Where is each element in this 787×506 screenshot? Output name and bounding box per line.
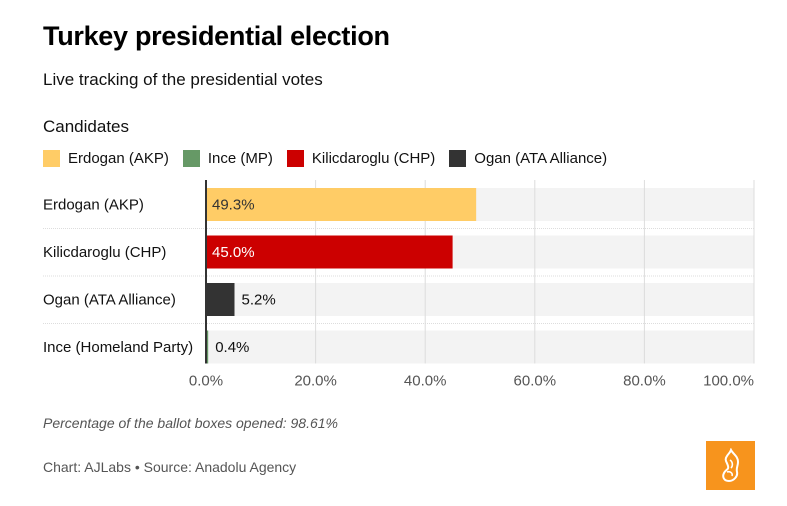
legend-swatch [286, 150, 304, 167]
bar-track [206, 283, 754, 316]
legend-label: Ogan (ATA Alliance) [474, 150, 608, 167]
legend-label: Erdogan (AKP) [68, 150, 169, 167]
category-label: Erdogan (AKP) [43, 197, 144, 214]
legend-title: Candidates [43, 117, 130, 136]
category-label: Ince (Homeland Party) [43, 339, 193, 356]
value-label: 5.2% [241, 292, 275, 309]
legend-swatch [449, 150, 467, 167]
bar[interactable] [206, 235, 453, 269]
legend: Erdogan (AKP) Ince (MP) Kilicdaroglu (CH… [43, 150, 621, 167]
ballot-note: Percentage of the ballot boxes opened: 9… [43, 415, 338, 431]
bar-chart: Erdogan (AKP) 49.3% Kilicdaroglu (CHP) 45.0… [43, 180, 755, 390]
bar[interactable] [206, 283, 235, 316]
legend-item-erdogan[interactable]: Erdogan (AKP) [43, 150, 169, 167]
value-label: 0.4% [215, 339, 249, 356]
logo-glyph [721, 447, 739, 482]
x-tick-label: 100.0% [703, 373, 754, 390]
x-tick-label: 60.0% [514, 373, 557, 390]
x-tick-label: 40.0% [404, 373, 447, 390]
x-axis: 0.0% 20.0% 40.0% 60.0% 80.0% 100.0% [189, 180, 754, 390]
gridlines [43, 180, 755, 364]
legend-label: Kilicdaroglu (CHP) [311, 150, 436, 167]
bar-track [206, 330, 754, 364]
legend-swatch [182, 150, 200, 167]
category-label: Ogan (ATA Alliance) [43, 292, 176, 309]
x-tick-label: 80.0% [623, 373, 666, 390]
category-label: Kilicdaroglu (CHP) [43, 244, 166, 261]
chart-title: Turkey presidential election [43, 21, 390, 51]
legend-item-ogan[interactable]: Ogan (ATA Alliance) [449, 150, 607, 167]
x-tick-label: 0.0% [189, 373, 223, 390]
legend-item-kilicdaroglu[interactable]: Kilicdaroglu (CHP) [286, 150, 436, 167]
value-label: 49.3% [212, 197, 255, 214]
legend-swatch [43, 150, 60, 167]
bars: Erdogan (AKP) 49.3% Kilicdaroglu (CHP) 45.0… [43, 188, 477, 364]
legend-item-ince[interactable]: Ince (MP) [182, 150, 273, 167]
value-label: 45.0% [212, 244, 255, 261]
bar[interactable] [206, 188, 477, 221]
x-tick-label: 20.0% [294, 373, 337, 390]
source-credit: Chart: AJLabs • Source: Anadolu Agency [43, 459, 297, 475]
bar[interactable] [206, 330, 209, 364]
chart-subtitle: Live tracking of the presidential votes [43, 70, 323, 89]
al-jazeera-logo-icon [706, 441, 755, 490]
legend-label: Ince (MP) [207, 150, 273, 167]
